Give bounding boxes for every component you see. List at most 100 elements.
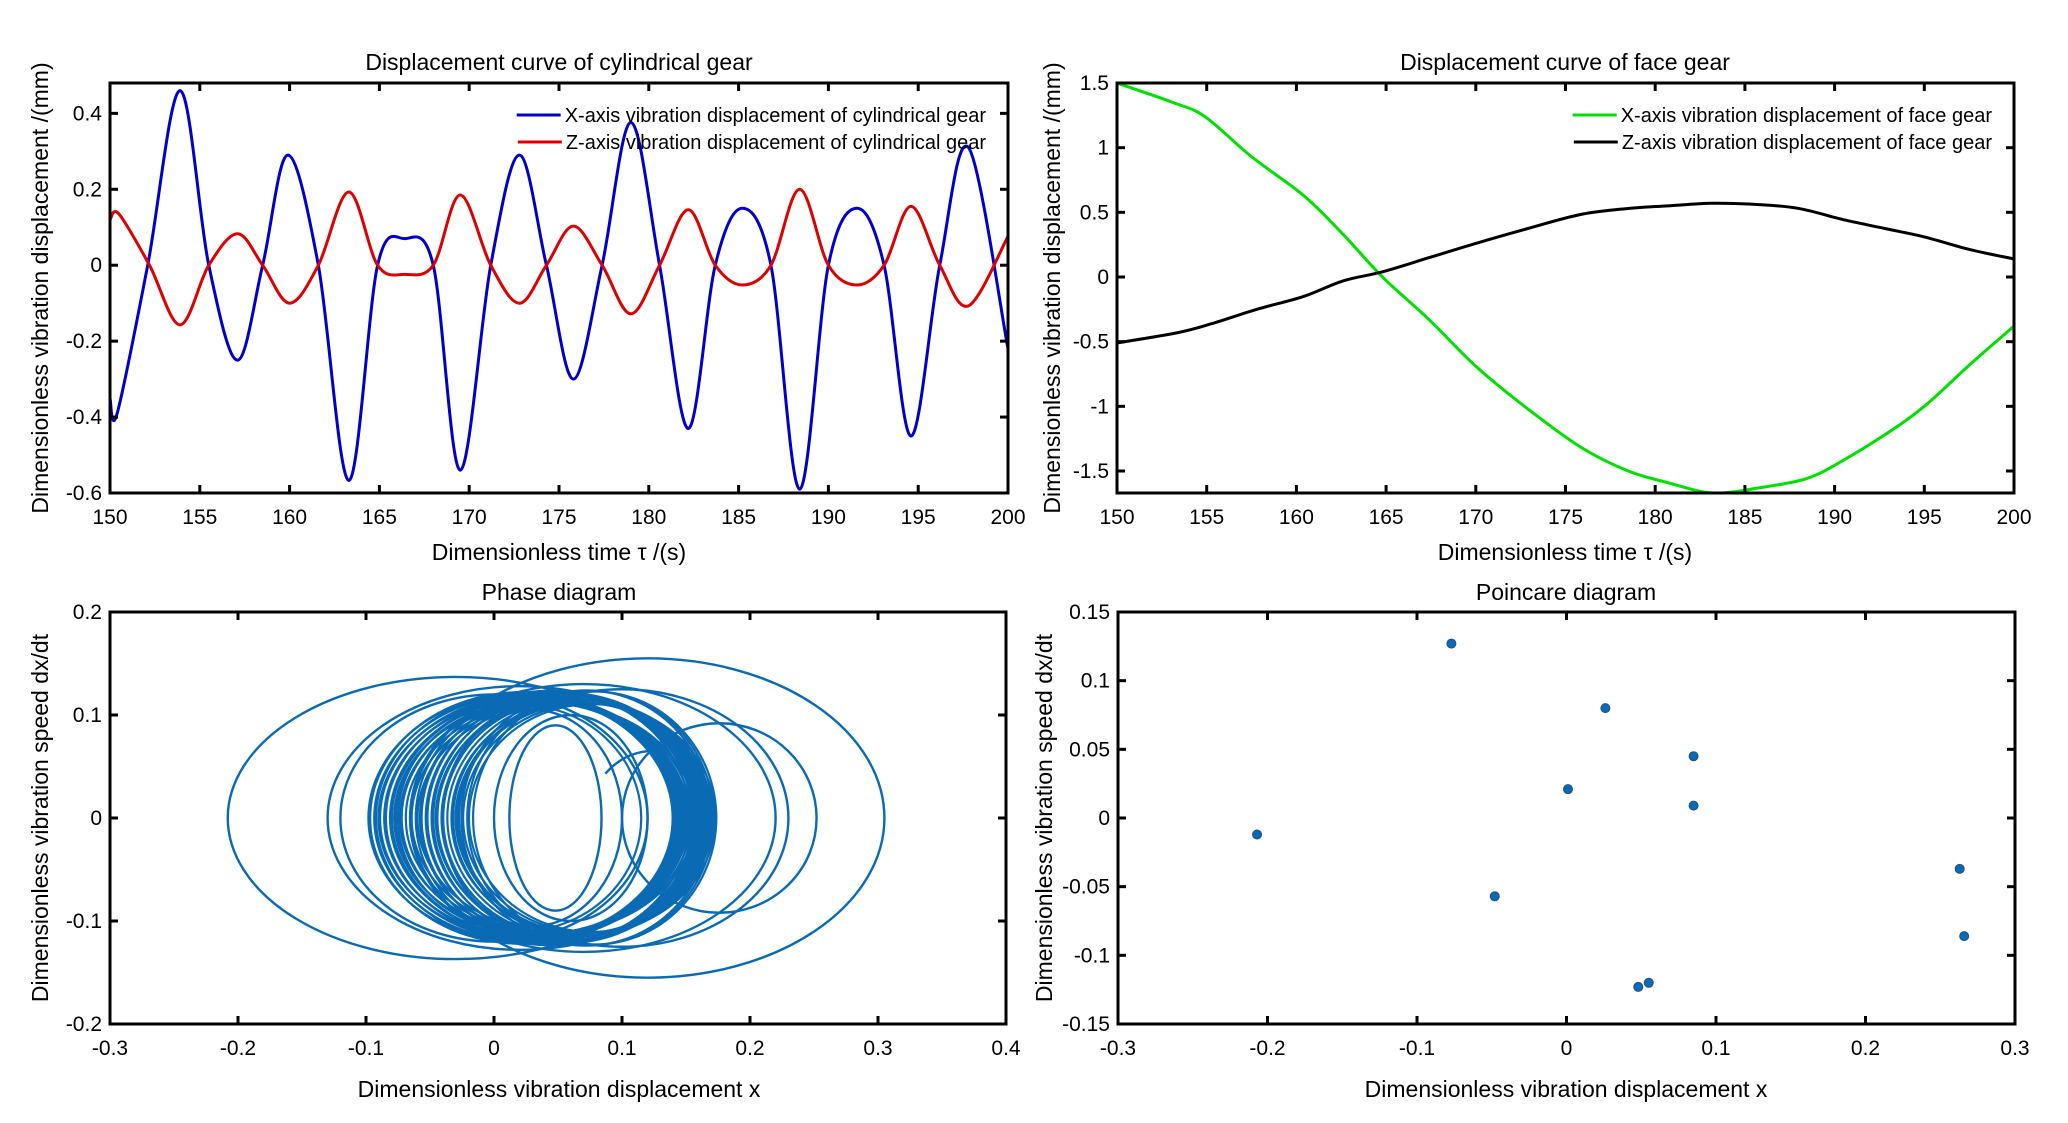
- x-tick-label: 0: [1561, 1037, 1573, 1060]
- x-tick-label: 170: [1458, 506, 1493, 529]
- y-tick-label: 1.5: [1080, 72, 1109, 95]
- y-tick-label: 0: [1097, 266, 1109, 289]
- x-axis-label: Dimensionless time τ /(s): [432, 539, 686, 565]
- chart-title: Displacement curve of cylindrical gear: [365, 49, 753, 75]
- legend: X-axis vibration displacement of face ge…: [1572, 105, 1993, 154]
- chart-title: Phase diagram: [482, 579, 637, 605]
- x-tick-label: -0.2: [1249, 1037, 1285, 1060]
- y-tick-label: 0: [1098, 807, 1110, 830]
- legend-label: X-axis vibration displacement of face ge…: [1621, 105, 1993, 127]
- phase-orbit: [454, 688, 790, 948]
- y-tick-label: 0.5: [1080, 201, 1109, 224]
- plot-area: [1252, 638, 1970, 992]
- series-line-z-axis: [1117, 201, 2014, 345]
- y-axis-label: Dimensionless vibration speed dx/dt: [1031, 633, 1057, 1002]
- x-tick-label: 180: [1638, 506, 1673, 529]
- x-tick-label: -0.2: [220, 1037, 256, 1060]
- x-tick-label: 160: [272, 506, 307, 529]
- plot-area: [110, 89, 1008, 491]
- y-tick-label: -0.05: [1062, 876, 1110, 899]
- y-tick-label: -0.1: [66, 910, 102, 933]
- y-axis-label: Dimensionless vibration speed dx/dt: [27, 633, 53, 1002]
- scatter-point: [1954, 863, 1965, 874]
- scatter-point: [1600, 703, 1611, 714]
- y-tick-label: 0.2: [73, 178, 102, 201]
- x-tick-label: 0.2: [735, 1037, 764, 1060]
- x-tick-label: 180: [631, 506, 666, 529]
- y-axis-ticks: -0.15 -0.1 -0.05 0 0.05 0.1 0.15: [1062, 601, 2015, 1036]
- legend-label: Z-axis vibration displacement of face ge…: [1622, 132, 1993, 154]
- y-tick-label: -0.2: [66, 330, 102, 353]
- x-tick-label: 195: [901, 506, 936, 529]
- y-tick-label: 0.4: [73, 102, 103, 125]
- legend-label: Z-axis vibration displacement of cylindr…: [566, 132, 987, 154]
- x-tick-label: -0.1: [348, 1037, 384, 1060]
- y-tick-label: 0.1: [73, 704, 102, 727]
- phase-orbit: [492, 713, 649, 923]
- panel-cylindrical-gear-displacement: Displacement curve of cylindrical gear D…: [27, 49, 1026, 565]
- x-tick-label: 0.1: [607, 1037, 636, 1060]
- x-tick-label: 155: [182, 506, 217, 529]
- scatter-point: [1959, 931, 1970, 942]
- scatter-point: [1252, 829, 1263, 840]
- y-axis-label: Dimensionless vibration displacement /(m…: [1039, 62, 1065, 513]
- x-tick-label: 0.3: [863, 1037, 892, 1060]
- scatter-point: [1489, 891, 1500, 902]
- series-line-x-axis: [110, 89, 1008, 491]
- panel-face-gear-displacement: Displacement curve of face gear Dimensio…: [1039, 49, 2032, 565]
- x-tick-label: 175: [1548, 506, 1583, 529]
- phase-orbit-dense: [418, 693, 695, 943]
- x-axis-ticks: -0.3 -0.2 -0.1 0 0.1 0.2 0.3 0.4: [92, 612, 1021, 1060]
- scatter-point: [1446, 638, 1457, 649]
- scatter-point: [1633, 981, 1644, 992]
- y-tick-label: 0: [90, 254, 102, 277]
- x-tick-label: 185: [1727, 506, 1762, 529]
- phase-orbit-dense: [367, 693, 674, 943]
- scatter-point: [1688, 751, 1699, 762]
- x-tick-label: 165: [362, 506, 397, 529]
- y-tick-label: -0.15: [1062, 1013, 1110, 1036]
- phase-orbit: [508, 724, 603, 912]
- phase-trajectory-start: [604, 749, 648, 775]
- y-tick-label: 0.1: [1081, 670, 1110, 693]
- y-tick-label: -0.5: [1073, 331, 1109, 354]
- y-axis-ticks: -0.2 -0.1 0 0.1 0.2: [66, 601, 1006, 1036]
- phase-orbit: [409, 657, 886, 979]
- phase-orbit: [390, 682, 777, 954]
- x-tick-label: 185: [721, 506, 756, 529]
- panel-poincare-diagram: Poincare diagram Dimensionless vibration…: [1031, 579, 2030, 1102]
- x-tick-label: 0.4: [991, 1037, 1021, 1060]
- y-tick-label: 1: [1097, 137, 1109, 160]
- y-tick-label: 0.2: [73, 601, 102, 624]
- x-axis-label: Dimensionless vibration displacement x: [1365, 1076, 1768, 1102]
- x-axis-ticks: 150 155 160 165 170 175 180 185 190 195 200: [1099, 83, 2032, 529]
- x-tick-label: 170: [452, 506, 487, 529]
- y-tick-label: -1.5: [1073, 460, 1109, 483]
- legend-label: X-axis vibration displacement of cylindr…: [565, 105, 987, 127]
- phase-orbit: [326, 684, 713, 952]
- chart-title: Poincare diagram: [1476, 579, 1656, 605]
- x-axis-ticks: -0.3 -0.2 -0.1 0 0.1 0.2 0.3: [1100, 612, 2030, 1060]
- scatter-point: [1643, 977, 1654, 988]
- y-tick-label: -0.1: [1074, 944, 1110, 967]
- y-axis-label: Dimensionless vibration displacement /(m…: [27, 62, 53, 513]
- y-tick-label: -1: [1090, 395, 1109, 418]
- x-axis-ticks: 150 155 160 165 170 175 180 185 190 195 200: [92, 83, 1026, 529]
- y-tick-label: 0: [90, 807, 102, 830]
- x-tick-label: -0.1: [1399, 1037, 1435, 1060]
- plot-area: [1117, 83, 2014, 493]
- x-tick-label: 0.3: [2000, 1037, 2029, 1060]
- y-axis-ticks: -1.5 -1 -0.5 0 0.5 1 1.5: [1073, 72, 2014, 483]
- x-tick-label: 150: [1099, 506, 1134, 529]
- x-tick-label: -0.3: [1100, 1037, 1136, 1060]
- x-tick-label: -0.3: [92, 1037, 128, 1060]
- plot-area: [226, 657, 886, 979]
- x-tick-label: 0.1: [1701, 1037, 1730, 1060]
- scatter-point: [1688, 800, 1699, 811]
- x-tick-label: 155: [1189, 506, 1224, 529]
- x-tick-label: 165: [1369, 506, 1404, 529]
- series-line-x-axis: [1117, 83, 2014, 493]
- y-axis-ticks: -0.6 -0.4 -0.2 0 0.2 0.4: [66, 102, 1008, 505]
- x-tick-label: 175: [541, 506, 576, 529]
